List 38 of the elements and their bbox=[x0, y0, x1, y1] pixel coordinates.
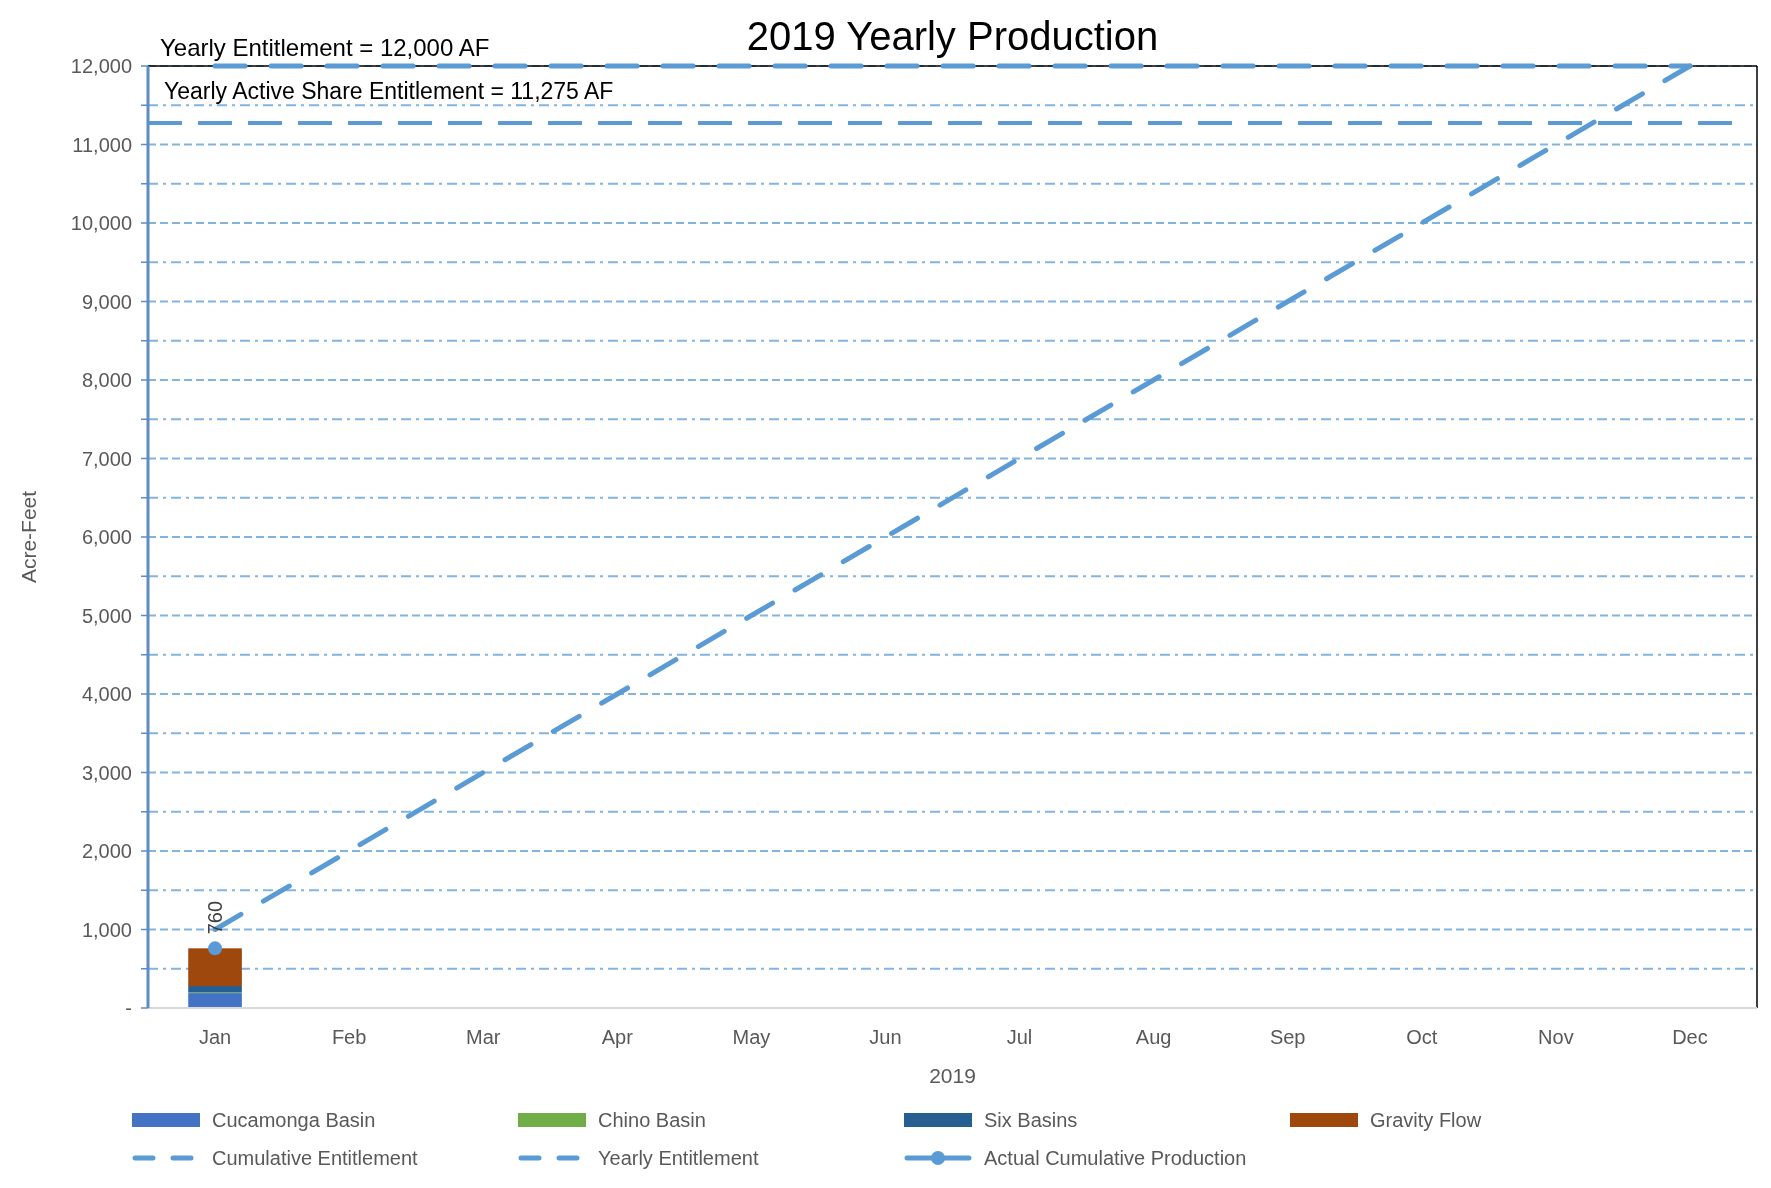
x-tick-label: Feb bbox=[331, 1026, 367, 1048]
legend-label: Cumulative Entitlement bbox=[212, 1147, 419, 1169]
x-tick-label: Jan bbox=[198, 1026, 232, 1048]
legend-label: Six Basins bbox=[984, 1109, 1078, 1131]
y-axis-title: Acre-Feet bbox=[17, 490, 40, 584]
x-axis-title: 2019 bbox=[929, 1064, 976, 1087]
x-tick-label: May bbox=[732, 1026, 771, 1048]
x-tick-label: Nov bbox=[1538, 1026, 1574, 1048]
legend-label: Cucamonga Basin bbox=[212, 1109, 376, 1131]
y-tick-label: 1,000 bbox=[81, 918, 132, 941]
y-tick-label: 2,000 bbox=[81, 840, 132, 862]
legend-label: Chino Basin bbox=[598, 1109, 706, 1131]
y-tick-label: 3,000 bbox=[81, 761, 132, 784]
y-tick-label: 8,000 bbox=[81, 369, 132, 391]
y-tick-label: 6,000 bbox=[81, 526, 132, 548]
x-tick-label: Sep bbox=[1269, 1026, 1306, 1048]
y-tick-label: - bbox=[125, 997, 132, 1019]
x-tick-label: Apr bbox=[601, 1026, 634, 1048]
x-tick-label: Dec bbox=[1672, 1026, 1708, 1048]
y-tick-label: 9,000 bbox=[81, 290, 132, 313]
chart-title: 2019 Yearly Production bbox=[746, 14, 1159, 58]
annotation: Yearly Entitlement = 12,000 AF bbox=[160, 34, 490, 61]
x-tick-label: Jul bbox=[1006, 1026, 1033, 1048]
y-tick-label: 5,000 bbox=[81, 604, 132, 627]
x-tick-label: Mar bbox=[465, 1026, 501, 1048]
y-tick-label: 11,000 bbox=[72, 133, 132, 156]
legend-label: Actual Cumulative Production bbox=[984, 1147, 1247, 1169]
y-tick-label: 10,000 bbox=[70, 212, 132, 234]
ref-line-label: Yearly Active Share Entitlement = 11,275 AF bbox=[164, 77, 614, 104]
data-label: 760 bbox=[204, 900, 227, 935]
y-tick-label: 4,000 bbox=[81, 683, 132, 705]
legend-label: Yearly Entitlement bbox=[598, 1147, 759, 1169]
x-tick-label: Oct bbox=[1406, 1026, 1438, 1048]
y-tick-label: 7,000 bbox=[81, 447, 132, 470]
y-tick-label: 12,000 bbox=[70, 55, 132, 77]
x-tick-label: Jun bbox=[869, 1026, 902, 1048]
x-tick-label: Aug bbox=[1135, 1026, 1172, 1048]
legend-label: Gravity Flow bbox=[1370, 1109, 1482, 1131]
